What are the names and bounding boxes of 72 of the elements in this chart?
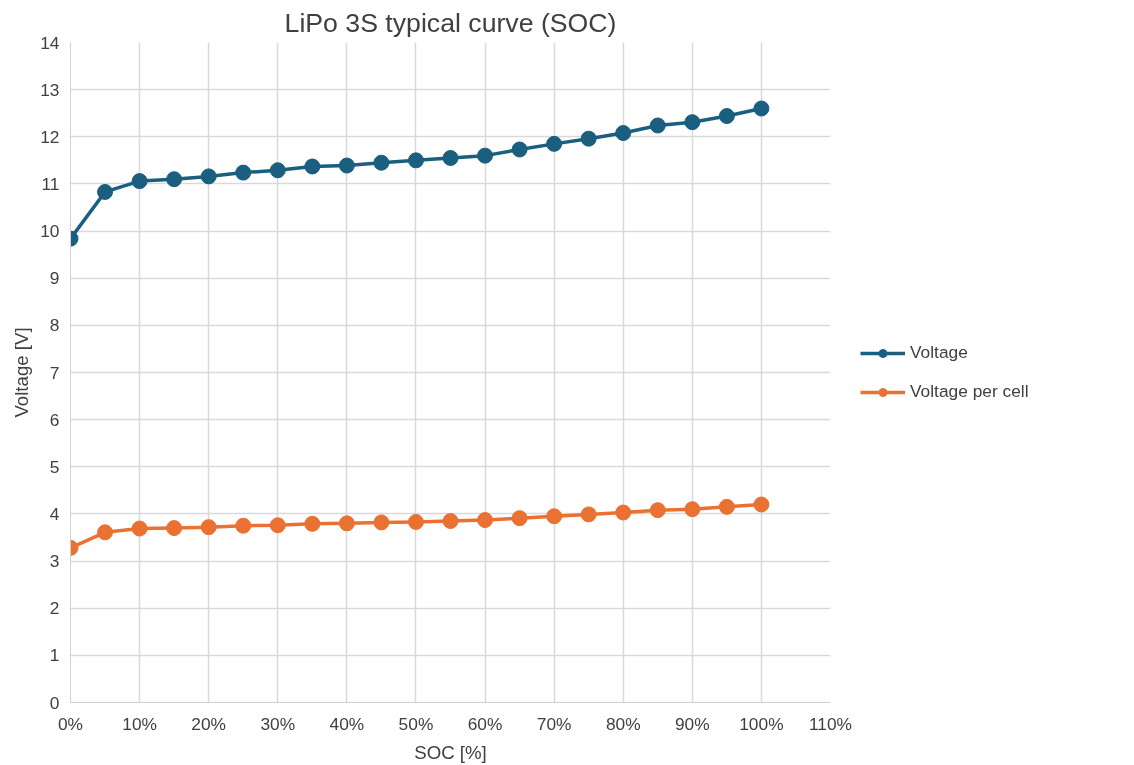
y-tick-label: 0 <box>49 692 60 713</box>
y-tick-label: 11 <box>41 173 60 194</box>
point <box>97 524 114 541</box>
x-tick-label: 20% <box>191 713 227 734</box>
point <box>407 152 424 169</box>
x-tick-label: 30% <box>260 713 296 734</box>
point <box>407 513 424 530</box>
x-axis-title: SOC [%] <box>414 741 487 763</box>
point <box>200 519 217 536</box>
point <box>580 506 597 523</box>
point <box>649 502 666 519</box>
y-axis-title: Voltage [V] <box>11 327 33 418</box>
y-tick-label: 10 <box>40 221 60 242</box>
point <box>615 504 632 521</box>
chart-title: LiPo 3S typical curve (SOC) <box>284 7 617 38</box>
point <box>477 512 494 529</box>
legend-label: Voltage per cell <box>910 381 1029 402</box>
point <box>580 130 597 147</box>
point <box>477 147 494 164</box>
y-tick-label: 2 <box>49 598 60 619</box>
x-tick-label: 70% <box>536 713 572 734</box>
x-tick-label: 80% <box>605 713 641 734</box>
y-tick-label: 7 <box>49 362 60 383</box>
point <box>718 108 735 125</box>
point <box>753 100 770 117</box>
x-tick-label: 110% <box>808 713 853 734</box>
point <box>166 171 183 188</box>
point <box>338 515 355 532</box>
point <box>269 517 286 534</box>
x-tick-label: 40% <box>329 713 365 734</box>
point <box>442 150 459 166</box>
y-tick-label: 13 <box>40 79 60 100</box>
y-tick-label: 5 <box>49 456 60 477</box>
point <box>97 183 114 200</box>
point <box>338 157 355 174</box>
point <box>235 164 252 181</box>
x-tick-label: 60% <box>467 713 503 734</box>
y-tick-label: 9 <box>49 268 60 289</box>
point <box>546 135 563 152</box>
point <box>615 125 632 141</box>
x-tick-label: 0% <box>57 713 84 734</box>
point <box>304 515 321 532</box>
y-tick-label: 14 <box>40 32 60 53</box>
y-tick-label: 4 <box>49 503 60 524</box>
point <box>649 117 666 134</box>
y-tick-label: 12 <box>40 126 60 147</box>
point <box>131 520 148 537</box>
point <box>235 517 252 534</box>
point <box>718 498 735 515</box>
point <box>511 141 528 158</box>
legend-label: Voltage <box>910 342 968 363</box>
point <box>684 114 701 131</box>
point <box>166 520 183 537</box>
point <box>684 501 701 518</box>
point <box>511 510 528 527</box>
point <box>200 168 217 185</box>
x-tick-label: 50% <box>398 713 434 734</box>
y-tick-label: 8 <box>49 315 60 336</box>
point <box>269 162 286 179</box>
point <box>304 158 321 175</box>
x-tick-label: 100% <box>739 713 784 734</box>
y-tick-label: 3 <box>49 551 60 572</box>
x-tick-label: 10% <box>122 713 157 734</box>
point <box>373 514 390 531</box>
x-tick-label: 90% <box>674 713 710 734</box>
point <box>131 173 148 190</box>
point <box>442 513 459 529</box>
y-tick-label: 6 <box>49 409 60 430</box>
y-tick-label: 1 <box>49 645 60 666</box>
point <box>753 496 770 513</box>
point <box>373 154 390 171</box>
point <box>546 508 563 525</box>
